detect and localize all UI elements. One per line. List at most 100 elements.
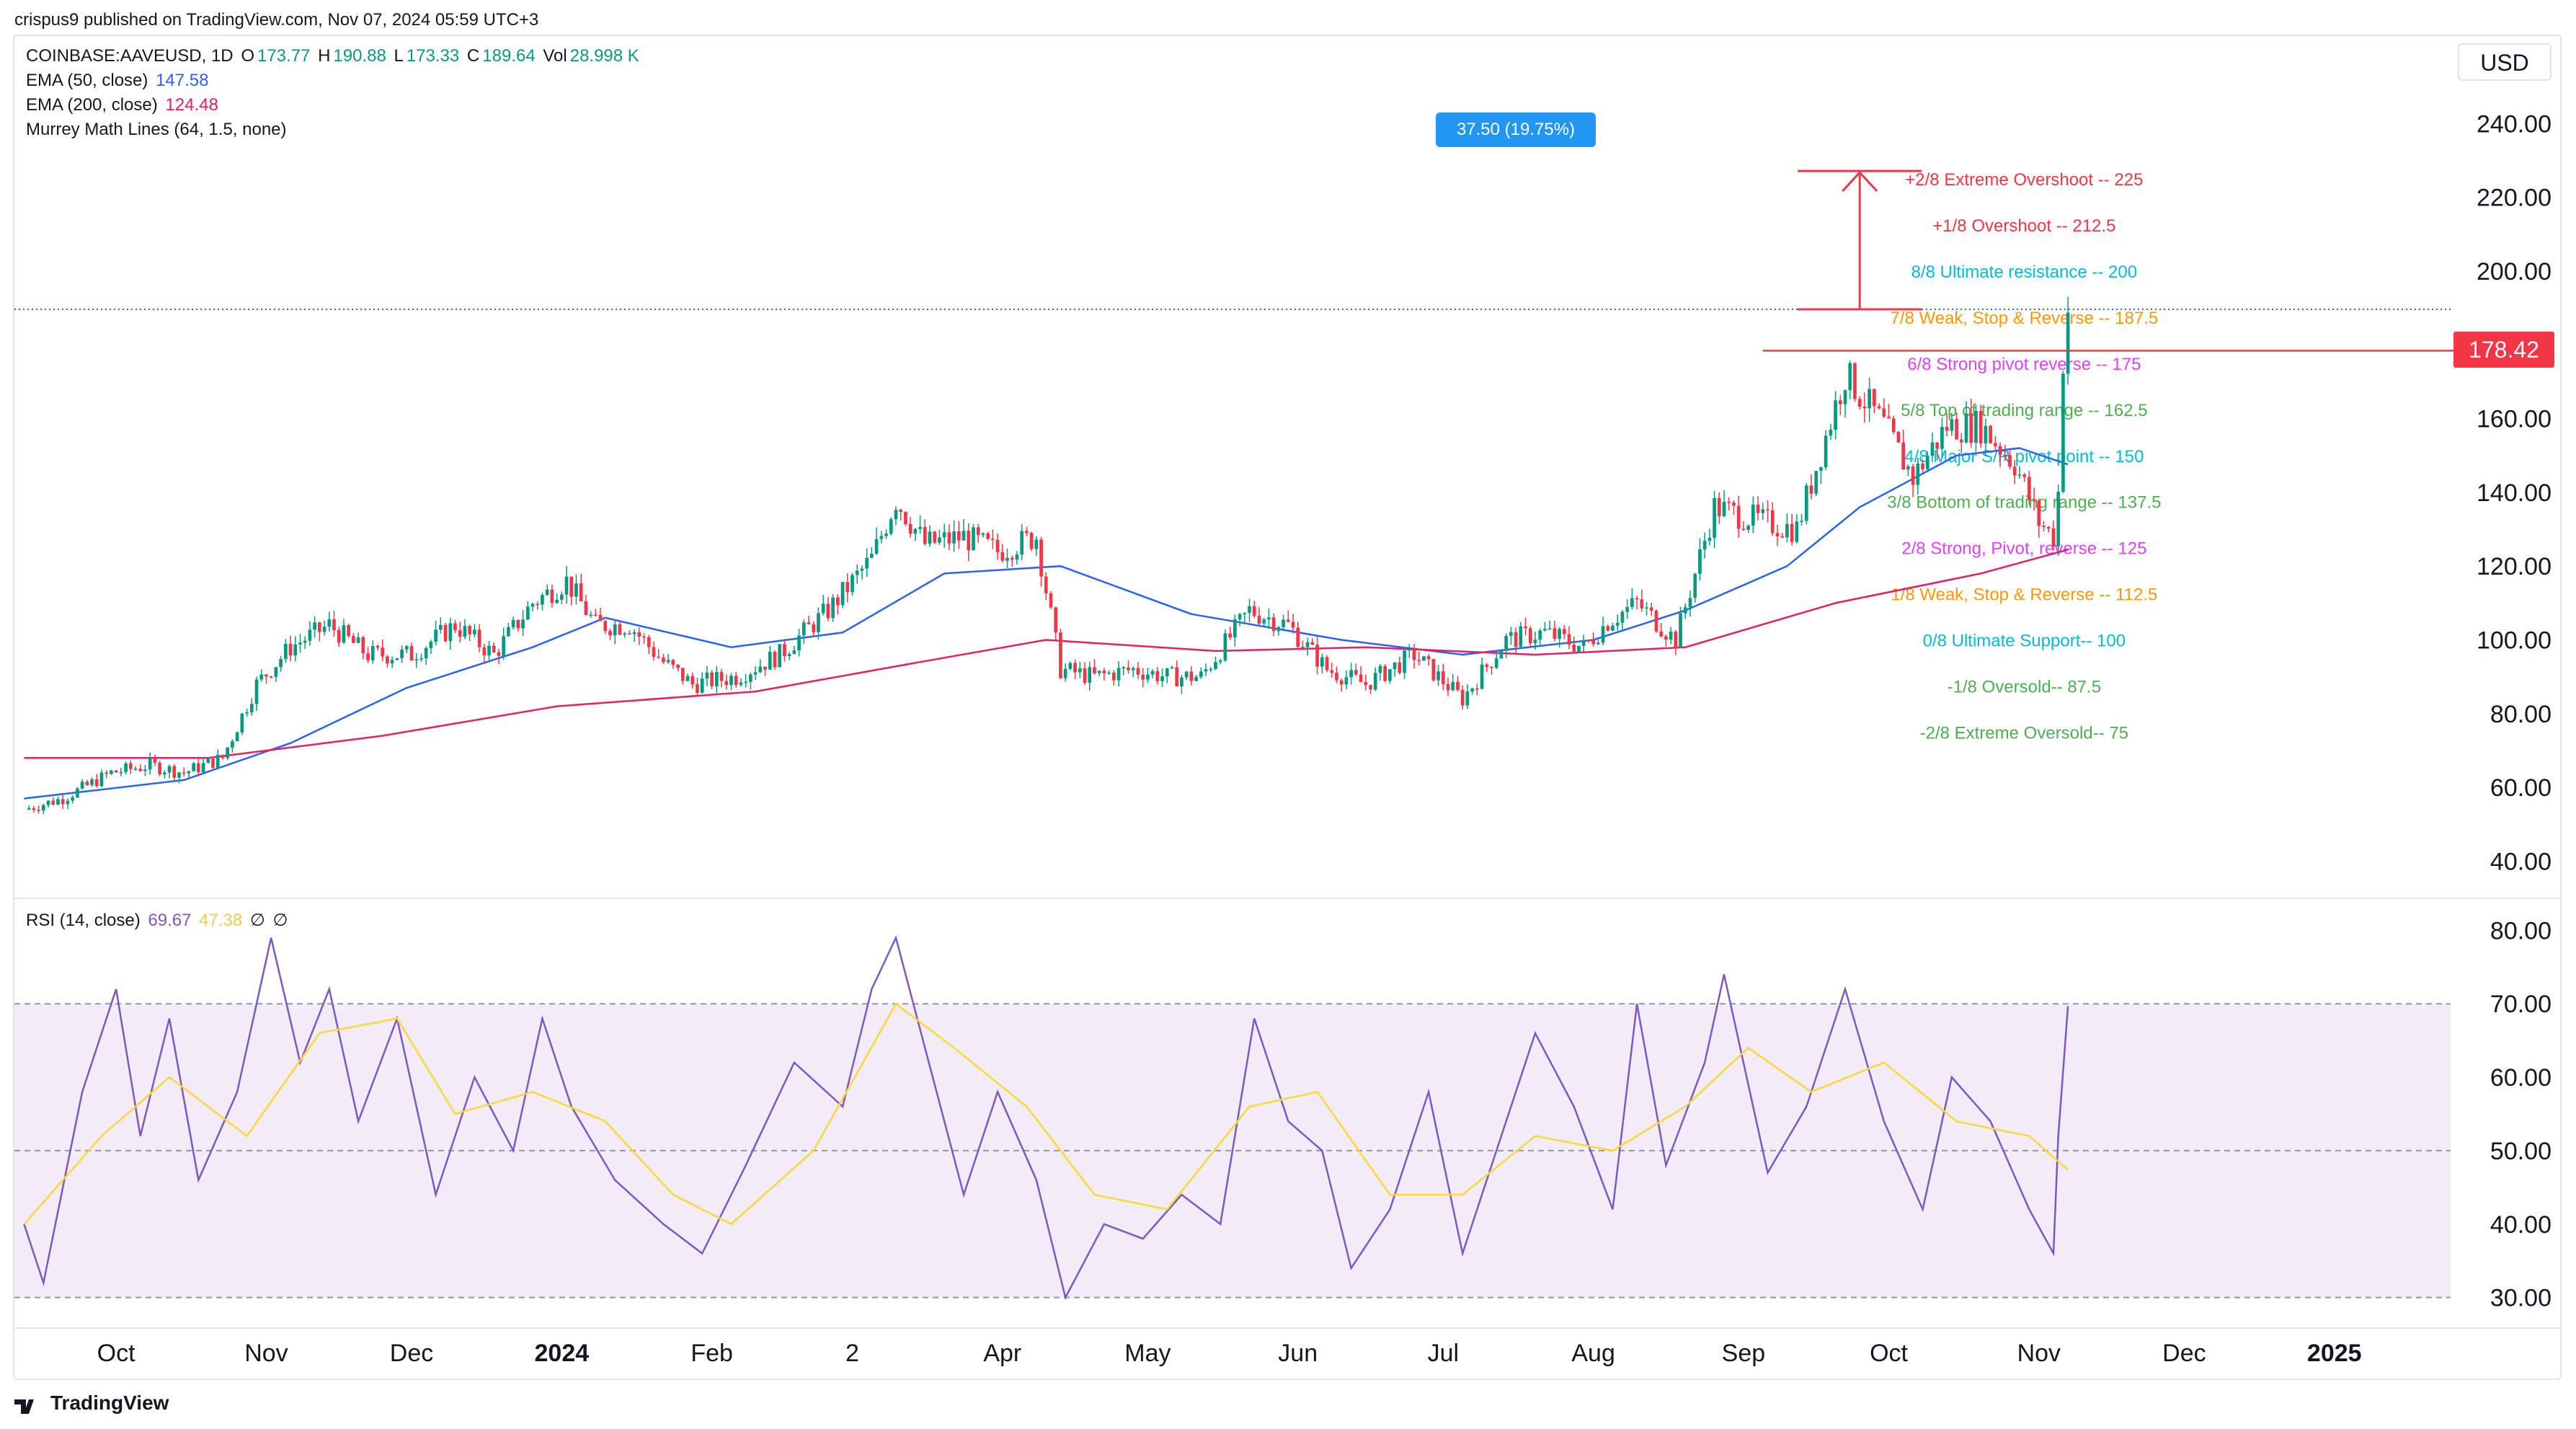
- candle-body: [1209, 668, 1213, 671]
- candle-body: [1460, 689, 1465, 706]
- candle-body: [1218, 660, 1222, 663]
- candle-body: [1543, 629, 1547, 631]
- candle-body: [274, 667, 278, 677]
- candle-body: [628, 633, 631, 634]
- candle-body: [1252, 606, 1256, 616]
- candle-body: [1403, 650, 1406, 673]
- price-tick-label: 240.00: [2477, 110, 2551, 138]
- volume-label: Vol: [543, 46, 567, 66]
- candle-body: [1635, 598, 1639, 600]
- candle-body: [1243, 613, 1247, 614]
- candle-body: [133, 769, 138, 770]
- symbol-label[interactable]: COINBASE:AAVEUSD, 1D: [26, 46, 234, 66]
- legend-ema50[interactable]: EMA (50, close) 147.58: [26, 71, 211, 91]
- candle-body: [845, 582, 850, 593]
- candle-body: [1761, 509, 1765, 513]
- legend-rsi[interactable]: RSI (14, close) 69.67 47.38 ∅ ∅: [26, 910, 290, 931]
- candle-body: [1364, 682, 1368, 685]
- candle-body: [1078, 668, 1082, 673]
- candle-body: [1388, 669, 1392, 681]
- candle-body: [666, 660, 670, 663]
- candle-body: [1862, 407, 1867, 409]
- candle-body: [899, 510, 903, 513]
- candle-body: [1581, 640, 1586, 646]
- candle-body: [231, 741, 234, 748]
- candle-body: [1398, 662, 1402, 673]
- candle-body: [187, 771, 191, 774]
- rsi-ma-value: 47.38: [199, 911, 243, 930]
- candle-body: [1698, 549, 1702, 575]
- candle-body: [400, 649, 404, 658]
- low-label: L: [394, 46, 404, 66]
- candle-body: [327, 619, 332, 627]
- rsi-tick-label: 60.00: [2490, 1064, 2551, 1092]
- candle-body: [715, 672, 719, 686]
- candle-body: [1141, 674, 1145, 680]
- murrey-levels: +2/8 Extreme Overshoot -- 225 +1/8 Oversh…: [1887, 170, 2161, 743]
- currency-button[interactable]: USD: [2458, 43, 2551, 81]
- candle-body: [724, 681, 729, 686]
- candle-body: [1349, 670, 1353, 678]
- candle-body: [783, 644, 786, 656]
- candle-body: [240, 713, 244, 733]
- legend-ema200[interactable]: EMA (200, close) 124.48: [26, 95, 221, 115]
- candle-body: [1504, 636, 1509, 651]
- candle-body: [1688, 598, 1692, 608]
- candle-body: [801, 622, 806, 636]
- candle-body: [589, 614, 592, 616]
- candle-body: [981, 533, 985, 535]
- candle-body: [1955, 419, 1958, 440]
- candle-body: [2028, 477, 2031, 500]
- candle-body: [1122, 667, 1126, 669]
- candle-body: [1577, 645, 1581, 652]
- candle-body: [2022, 474, 2027, 477]
- measure-tag[interactable]: 37.50 (19.75%): [1436, 112, 1596, 147]
- candle-body: [153, 758, 157, 763]
- candle-body: [1059, 632, 1062, 678]
- candle-body: [719, 672, 724, 681]
- candle-body: [1315, 645, 1319, 667]
- candle-body: [453, 623, 457, 631]
- candle-body: [390, 660, 394, 664]
- murrey-level-label: +1/8 Overshoot -- 212.5: [1932, 216, 2115, 236]
- candle-body: [632, 632, 636, 634]
- x-tick-label: Dec: [2162, 1340, 2206, 1367]
- x-tick-label: 2025: [2307, 1340, 2362, 1367]
- candle-body: [1834, 400, 1837, 430]
- candle-body: [1373, 673, 1377, 690]
- tradingview-footer[interactable]: TradingView: [14, 1392, 169, 1415]
- tradingview-brand: TradingView: [50, 1392, 169, 1414]
- candle-body: [1499, 650, 1504, 659]
- na-value-2: ∅: [272, 911, 288, 930]
- candle-body: [143, 769, 147, 771]
- price-tick-label: 80.00: [2490, 701, 2551, 728]
- legend-murrey[interactable]: Murrey Math Lines (64, 1.5, none): [26, 120, 290, 140]
- candle-body: [429, 642, 433, 649]
- rsi-line: [23, 934, 2069, 1301]
- candle-body: [317, 622, 321, 632]
- candle-body: [1093, 667, 1096, 673]
- candle-body: [1654, 610, 1658, 632]
- x-tick-label: 2: [845, 1340, 859, 1367]
- candles: [27, 296, 2070, 815]
- x-tick-label: Oct: [1870, 1340, 1908, 1367]
- candle-body: [623, 633, 627, 635]
- candle-body: [279, 659, 283, 668]
- candle-body: [657, 656, 661, 658]
- candle-body: [1896, 431, 1901, 443]
- candle-body: [1470, 688, 1474, 691]
- candle-body: [51, 800, 55, 805]
- candle-body: [787, 654, 791, 656]
- candle-body: [642, 636, 646, 638]
- candle-body: [1819, 467, 1823, 472]
- candle-body: [206, 758, 210, 764]
- candle-body: [105, 772, 109, 774]
- candle-body: [976, 527, 980, 535]
- candle-body: [1756, 504, 1760, 513]
- candle-body: [1877, 406, 1881, 409]
- candle-body: [313, 622, 316, 630]
- candle-body: [114, 770, 118, 773]
- rsi-tick-label: 70.00: [2490, 991, 2551, 1018]
- annotations[interactable]: [1762, 169, 2456, 352]
